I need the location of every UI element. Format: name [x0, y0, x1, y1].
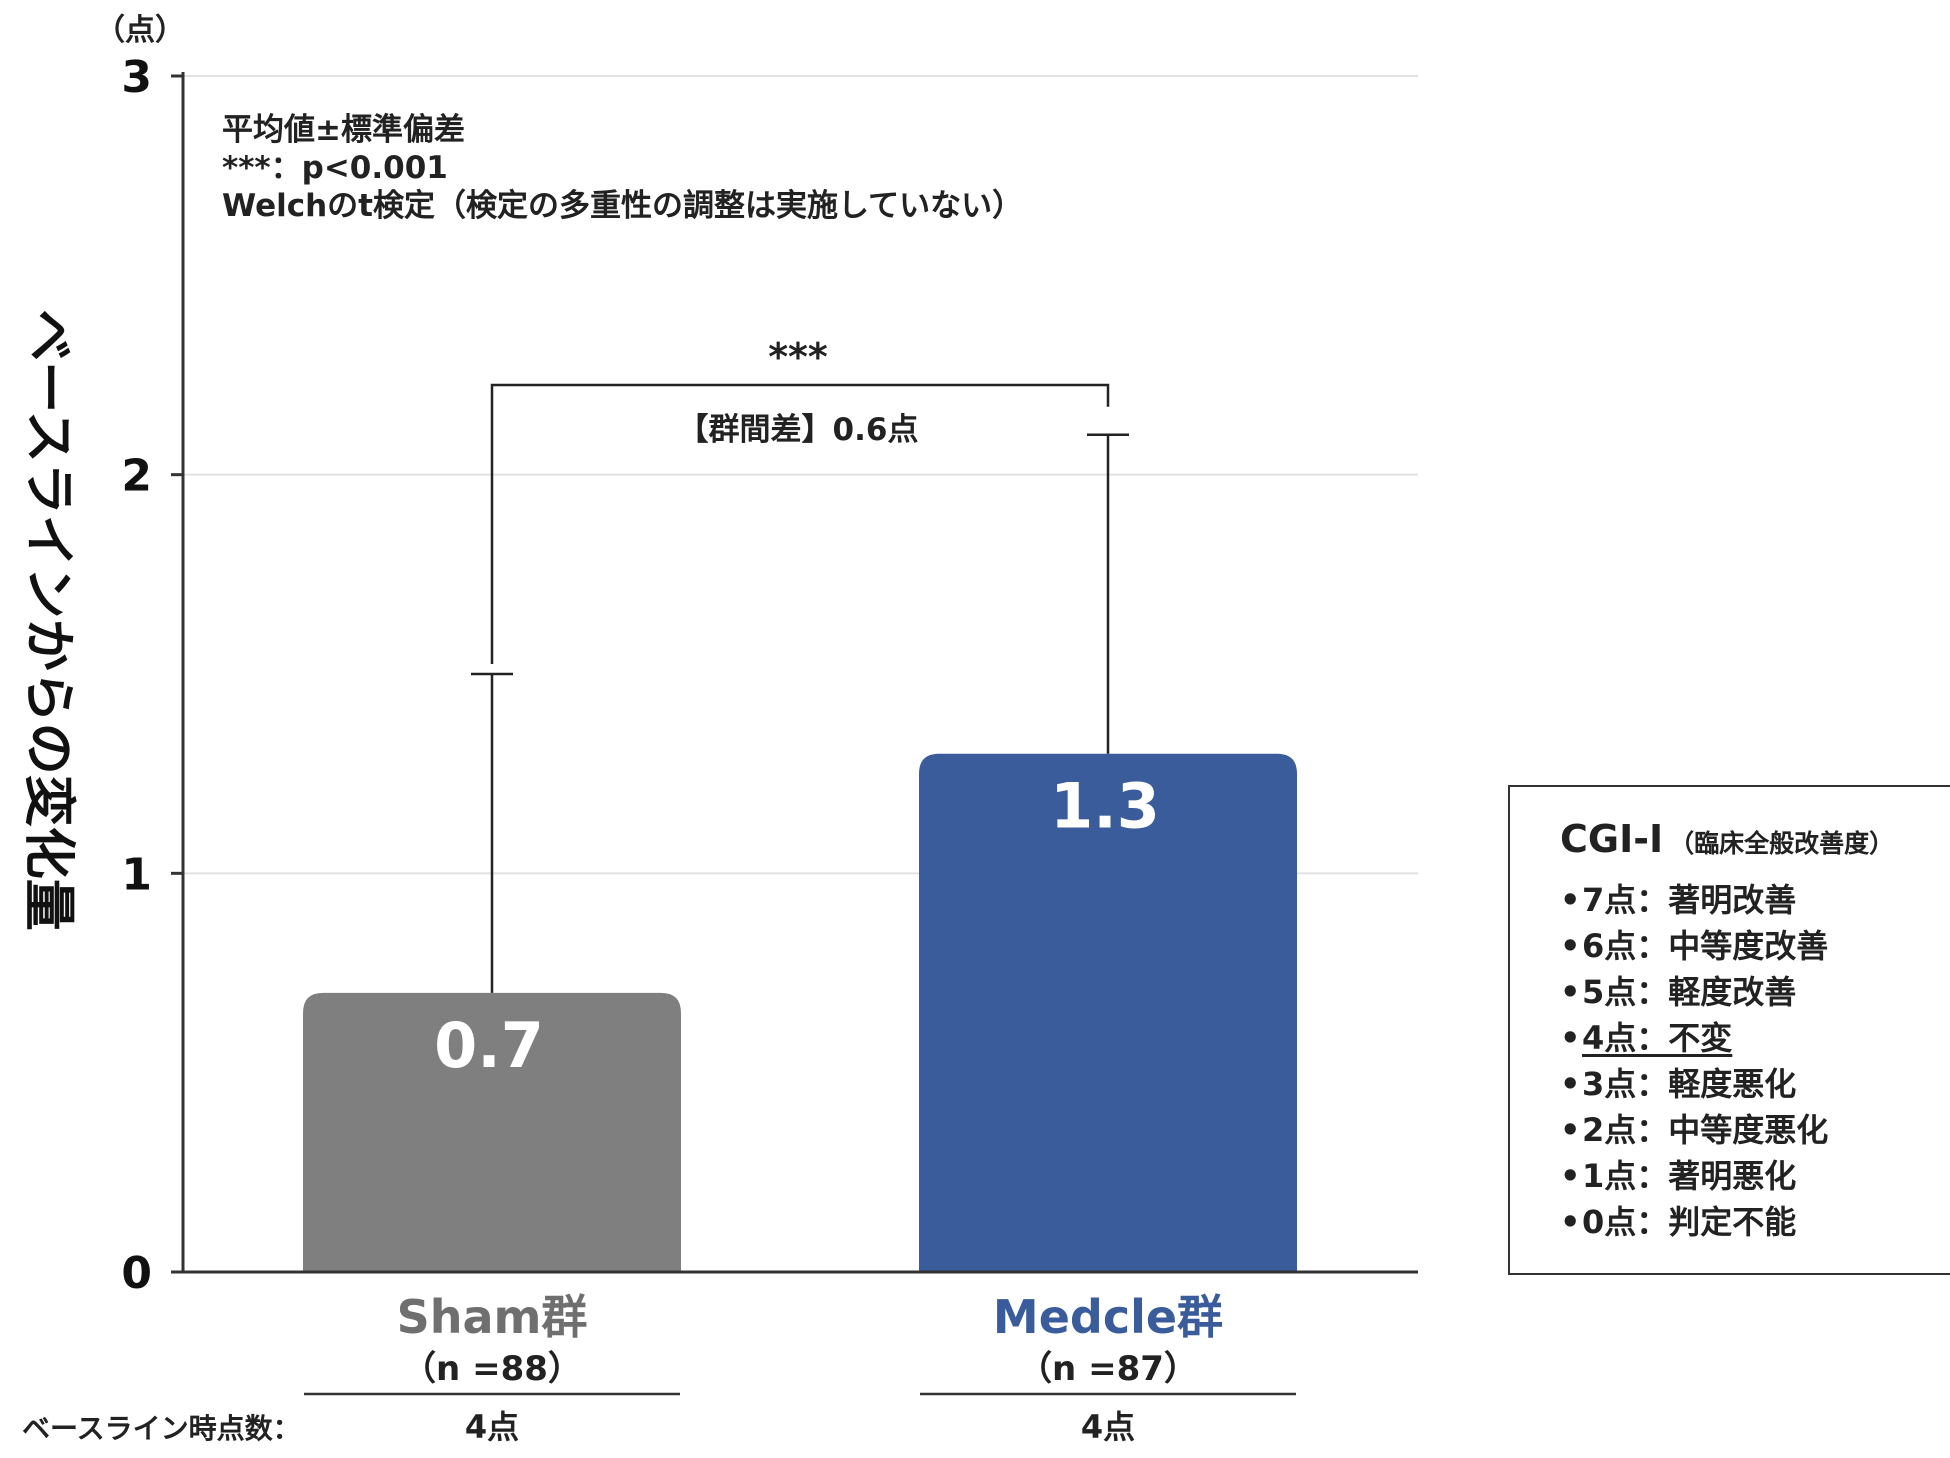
axes: 0 1 2 3 — [121, 52, 1418, 1299]
y-tick-label: 2 — [121, 451, 152, 502]
baseline-value: 4点 — [465, 1408, 519, 1446]
group-n-label: （n =88） — [402, 1349, 582, 1389]
note-line-1: 平均値±標準偏差 — [222, 112, 465, 148]
legend-item: •5点：軽度改善 — [1560, 973, 1797, 1011]
category-labels: Sham群 （n =88） 4点 Medcle群 （n =87） 4点 — [304, 1290, 1296, 1446]
group-difference-label: 【群間差】0.6点 — [678, 412, 919, 448]
y-tick-label: 3 — [121, 52, 152, 103]
note-line-2: ***：p<0.001 — [222, 150, 448, 186]
legend-title: CGI-I （臨床全般改善度） — [1560, 817, 1894, 861]
y-tick-label: 0 — [121, 1248, 152, 1299]
legend-list: •7点：著明改善 •6点：中等度改善 •5点：軽度改善 •4点：不変 •3点：軽… — [1560, 877, 1828, 1245]
legend-item: •0点：判定不能 — [1560, 1203, 1797, 1241]
legend-item: •2点：中等度悪化 — [1560, 1111, 1829, 1149]
y-unit-label: （点） — [95, 13, 185, 48]
legend-item: •3点：軽度悪化 — [1560, 1065, 1797, 1103]
legend-item: •7点：著明改善 — [1560, 881, 1797, 919]
legend-title-sub: （臨床全般改善度） — [1669, 829, 1895, 858]
baseline-value: 4点 — [1081, 1408, 1135, 1446]
bars: 0.7 1.3 — [303, 753, 1297, 1272]
cgi-i-legend: CGI-I （臨床全般改善度） •7点：著明改善 •6点：中等度改善 •5点：軽度… — [1508, 785, 1950, 1275]
chart-text: （点） ベースラインからの変化量 平均値±標準偏差 ***：p<0.001 We… — [18, 13, 1023, 1445]
category-label: Medcle群 — [993, 1290, 1223, 1344]
significance-stars: *** — [768, 335, 828, 379]
bar-value-label: 1.3 — [1050, 770, 1160, 843]
legend-title-main: CGI-I — [1560, 817, 1664, 861]
bar-sham — [303, 992, 681, 1272]
group-n-label: （n =87） — [1018, 1349, 1198, 1389]
legend-item: •1点：著明悪化 — [1560, 1157, 1797, 1195]
baseline-label: ベースライン時点数： — [22, 1412, 301, 1445]
bar-value-label: 0.7 — [434, 1009, 544, 1082]
significance-bracket — [490, 383, 1110, 664]
legend-item: •4点：不変 — [1560, 1019, 1733, 1057]
y-axis-title-text: ベースラインからの変化量 — [18, 309, 78, 930]
y-tick-label: 1 — [121, 849, 152, 900]
error-bars — [471, 383, 1129, 993]
bar-medcle — [919, 753, 1297, 1272]
note-line-3: Welchのt検定（検定の多重性の調整は実施していない） — [222, 188, 1023, 224]
y-axis-title: ベースラインからの変化量 — [18, 309, 78, 930]
category-label: Sham群 — [397, 1290, 588, 1344]
legend-item: •6点：中等度改善 — [1560, 927, 1829, 965]
